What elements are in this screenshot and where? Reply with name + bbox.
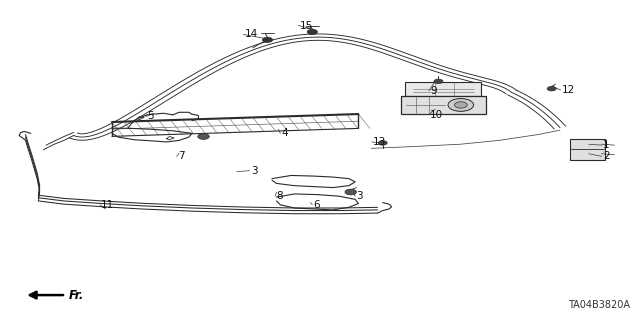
Text: 2: 2 [603, 151, 609, 161]
Text: 4: 4 [282, 128, 288, 138]
Text: 6: 6 [314, 200, 320, 210]
Text: 14: 14 [244, 29, 258, 40]
Circle shape [378, 141, 387, 145]
Text: 13: 13 [373, 137, 387, 147]
Circle shape [307, 29, 317, 34]
Text: 9: 9 [430, 86, 436, 96]
FancyBboxPatch shape [405, 82, 481, 96]
Text: Fr.: Fr. [69, 289, 84, 301]
Text: 12: 12 [562, 85, 575, 95]
Circle shape [448, 99, 474, 111]
Circle shape [454, 102, 467, 108]
Text: 10: 10 [430, 110, 444, 120]
Text: 3: 3 [356, 191, 363, 201]
Text: 8: 8 [276, 191, 283, 201]
FancyBboxPatch shape [401, 96, 486, 114]
Text: TA04B3820A: TA04B3820A [568, 300, 630, 310]
FancyBboxPatch shape [570, 139, 605, 160]
Circle shape [434, 79, 443, 84]
Text: 7: 7 [178, 151, 184, 161]
Circle shape [262, 37, 273, 42]
Circle shape [198, 134, 209, 139]
Circle shape [345, 189, 356, 195]
Text: 11: 11 [101, 200, 115, 210]
Text: 1: 1 [603, 140, 609, 150]
Text: 5: 5 [147, 111, 154, 122]
Text: 15: 15 [300, 20, 313, 31]
Text: 3: 3 [252, 166, 258, 176]
Circle shape [547, 86, 556, 91]
